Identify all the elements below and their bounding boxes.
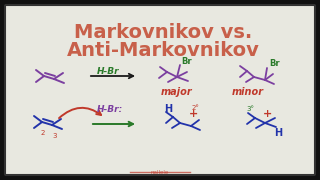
Text: 3°: 3° <box>246 106 254 112</box>
Text: Anti-Markovnikov: Anti-Markovnikov <box>67 40 260 60</box>
Text: 2°: 2° <box>191 105 199 111</box>
Text: major: major <box>161 87 193 97</box>
Text: nallele: nallele <box>151 170 169 175</box>
Text: +: + <box>188 109 198 119</box>
Text: Markovnikov vs.: Markovnikov vs. <box>74 22 252 42</box>
Text: H-Br:: H-Br: <box>97 105 123 114</box>
Text: H-Br: H-Br <box>97 68 119 76</box>
Text: +: + <box>262 109 272 119</box>
Text: 2: 2 <box>41 130 45 136</box>
Text: 3: 3 <box>53 133 57 139</box>
Text: H: H <box>274 128 282 138</box>
FancyBboxPatch shape <box>5 5 315 175</box>
Text: minor: minor <box>232 87 264 97</box>
Text: Br: Br <box>181 57 192 66</box>
Text: H: H <box>164 104 172 114</box>
Text: Br: Br <box>269 60 280 69</box>
